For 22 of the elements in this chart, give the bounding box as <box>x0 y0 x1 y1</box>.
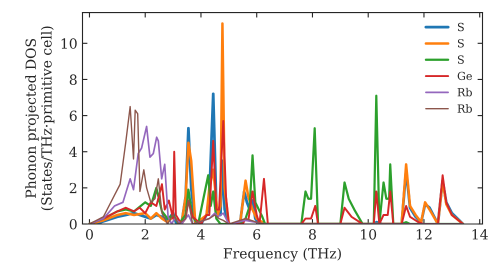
legend-label: Rb <box>458 88 472 96</box>
legend-label: S <box>458 39 464 48</box>
x-tick-label: 12 <box>416 229 432 240</box>
legend-label: Ge <box>458 72 472 80</box>
y-tick-label: 8 <box>70 74 77 85</box>
x-tick-label: 2 <box>142 229 148 240</box>
x-tick-label: 10 <box>361 229 376 240</box>
x-tick-label: 4 <box>196 229 205 240</box>
x-tick-label: 8 <box>308 229 316 240</box>
y-tick-label: 0 <box>70 218 77 230</box>
x-tick-label: 14 <box>472 229 488 240</box>
x-tick-label: 0 <box>86 229 93 240</box>
legend-label: S <box>458 55 464 64</box>
y-axis-title: Phonon projected DOS (States/THz·primitive cell) <box>25 26 54 210</box>
y-tick-label: 10 <box>62 38 77 49</box>
x-axis-title: Frequency (THz) <box>224 248 341 262</box>
legend-label: Rb <box>458 104 472 113</box>
y-tick-label: 4 <box>69 146 77 158</box>
x-tick-label: 6 <box>253 229 260 240</box>
y-tick-label: 2 <box>70 182 76 194</box>
legend-label: S <box>458 22 464 32</box>
y-tick-label: 6 <box>70 110 77 122</box>
